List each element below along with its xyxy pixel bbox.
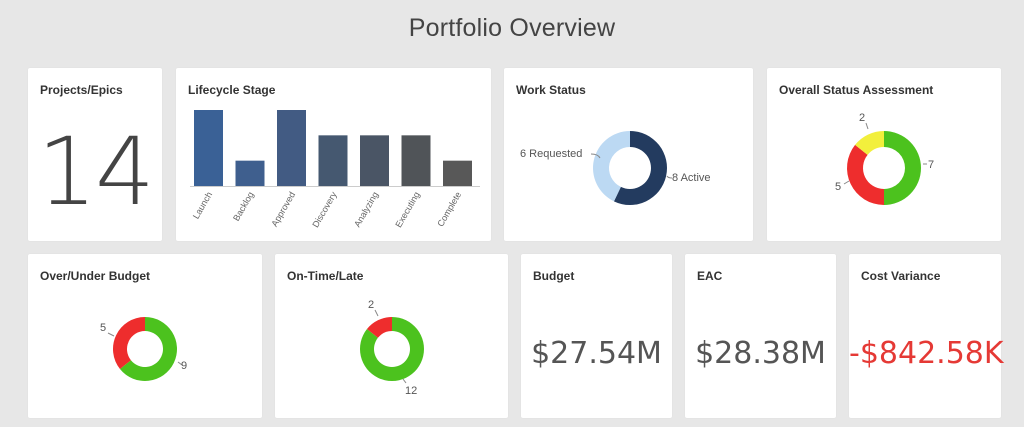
projects-card[interactable]: Projects/Epics 14 bbox=[28, 68, 162, 241]
schedule-status-card[interactable]: On-Time/Late 12 2 bbox=[275, 254, 508, 418]
budget-status-card[interactable]: Over/Under Budget 9 5 bbox=[28, 254, 262, 418]
eac-value: $28.38M bbox=[695, 336, 826, 371]
lifecycle-tick-label: Complete bbox=[435, 190, 463, 228]
work-status-donut[interactable] bbox=[593, 131, 667, 205]
work-status-chart[interactable]: 6 Requested 8 Active bbox=[504, 68, 753, 241]
page-title: Portfolio Overview bbox=[408, 14, 616, 42]
cost-variance-card-title: Cost Variance bbox=[861, 269, 941, 283]
work-status-requested-label: 6 Requested bbox=[520, 148, 582, 160]
lifecycle-tick-label: Analyzing bbox=[352, 190, 380, 229]
lifecycle-bar-launch[interactable] bbox=[194, 110, 223, 186]
overall-red-label: 5 bbox=[835, 181, 841, 193]
lifecycle-bar-complete[interactable] bbox=[443, 160, 472, 186]
work-status-slice-requested[interactable] bbox=[593, 131, 630, 202]
lifecycle-tick-label: Launch bbox=[191, 190, 214, 221]
lifecycle-card-title: Lifecycle Stage bbox=[188, 83, 276, 97]
schedule-ontime-leader bbox=[402, 378, 407, 384]
work-status-active-leader bbox=[666, 175, 673, 179]
schedule-status-chart[interactable]: 12 2 bbox=[275, 254, 508, 418]
lifecycle-bar-backlog[interactable] bbox=[235, 160, 265, 186]
budget-over-leader bbox=[107, 332, 115, 337]
eac-card[interactable]: EAC $28.38M bbox=[685, 254, 836, 418]
budget-under-leader bbox=[177, 361, 183, 366]
projects-card-title: Projects/Epics bbox=[40, 83, 123, 97]
work-status-slice-active[interactable] bbox=[613, 131, 667, 205]
schedule-status-slice-on-time[interactable] bbox=[360, 317, 424, 381]
budget-status-donut[interactable] bbox=[112, 317, 177, 381]
projects-count: 14 bbox=[37, 118, 155, 227]
schedule-status-slice-late[interactable] bbox=[366, 317, 392, 338]
lifecycle-card[interactable]: Lifecycle Stage Launch Backlog Approved Dis… bbox=[176, 68, 491, 241]
schedule-status-card-title: On-Time/Late bbox=[287, 269, 364, 283]
lifecycle-bar-analyzing[interactable] bbox=[360, 135, 389, 186]
schedule-late-label: 2 bbox=[368, 299, 374, 311]
lifecycle-bar-chart[interactable]: Launch Backlog Approved Discovery Analyzing E… bbox=[176, 68, 491, 241]
overall-status-chart[interactable]: 7 5 2 bbox=[767, 68, 1001, 241]
overall-status-slice-red[interactable] bbox=[847, 144, 884, 205]
budget-card-title: Budget bbox=[533, 269, 575, 283]
schedule-ontime-label: 12 bbox=[405, 385, 417, 397]
work-status-card-title: Work Status bbox=[516, 83, 586, 97]
overall-yellow-leader bbox=[865, 122, 869, 130]
budget-status-card-title: Over/Under Budget bbox=[40, 269, 151, 283]
lifecycle-tick-label: Discovery bbox=[310, 190, 339, 230]
schedule-late-leader bbox=[374, 309, 379, 317]
overall-status-slice-green[interactable] bbox=[884, 131, 921, 205]
overall-status-donut[interactable] bbox=[847, 131, 921, 205]
overall-red-leader bbox=[843, 180, 850, 185]
budget-card[interactable]: Budget $27.54M bbox=[521, 254, 672, 418]
budget-status-slice-under[interactable] bbox=[119, 317, 177, 381]
budget-under-label: 9 bbox=[181, 360, 187, 372]
budget-status-slice-over[interactable] bbox=[112, 317, 145, 369]
budget-value: $27.54M bbox=[531, 336, 662, 371]
lifecycle-tick-label: Executing bbox=[393, 190, 421, 229]
overall-status-card-title: Overall Status Assessment bbox=[779, 83, 934, 97]
work-status-requested-leader bbox=[590, 153, 601, 159]
overall-green-label: 7 bbox=[928, 159, 934, 171]
lifecycle-tick-label: Approved bbox=[269, 190, 297, 228]
budget-over-label: 5 bbox=[100, 322, 106, 334]
work-status-card[interactable]: Work Status 6 Requested 8 Active bbox=[504, 68, 753, 241]
lifecycle-tick-label: Backlog bbox=[231, 190, 256, 223]
lifecycle-bar-discovery[interactable] bbox=[318, 135, 348, 186]
work-status-active-label: 8 Active bbox=[672, 172, 711, 184]
overall-yellow-label: 2 bbox=[859, 112, 865, 124]
overall-status-slice-yellow[interactable] bbox=[855, 131, 884, 155]
cost-variance-value: -$842.58K bbox=[849, 336, 1004, 371]
lifecycle-bar-executing[interactable] bbox=[401, 135, 431, 186]
budget-status-chart[interactable]: 9 5 bbox=[28, 254, 262, 418]
schedule-status-donut[interactable] bbox=[360, 317, 424, 381]
eac-card-title: EAC bbox=[697, 269, 723, 283]
overall-status-card[interactable]: Overall Status Assessment 7 5 2 bbox=[767, 68, 1001, 241]
cost-variance-card[interactable]: Cost Variance -$842.58K bbox=[849, 254, 1004, 418]
lifecycle-bar-approved[interactable] bbox=[277, 110, 306, 186]
